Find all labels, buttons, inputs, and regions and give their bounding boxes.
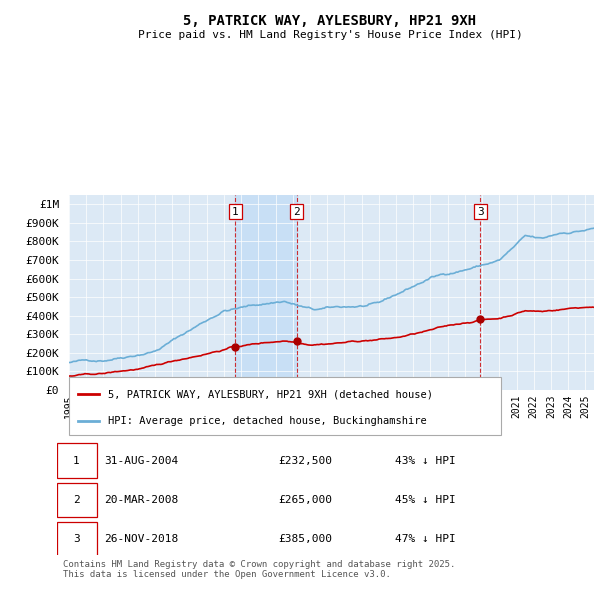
- Text: 2: 2: [293, 206, 300, 217]
- FancyBboxPatch shape: [57, 483, 97, 517]
- Text: £232,500: £232,500: [279, 455, 333, 466]
- Text: 5, PATRICK WAY, AYLESBURY, HP21 9XH: 5, PATRICK WAY, AYLESBURY, HP21 9XH: [184, 14, 476, 28]
- Text: 3: 3: [73, 534, 80, 544]
- Text: Contains HM Land Registry data © Crown copyright and database right 2025.
This d: Contains HM Land Registry data © Crown c…: [63, 560, 455, 579]
- FancyBboxPatch shape: [69, 377, 501, 435]
- Text: Price paid vs. HM Land Registry's House Price Index (HPI): Price paid vs. HM Land Registry's House …: [137, 31, 523, 40]
- FancyBboxPatch shape: [57, 522, 97, 556]
- Text: £385,000: £385,000: [279, 534, 333, 544]
- Text: £265,000: £265,000: [279, 495, 333, 505]
- Text: 43% ↓ HPI: 43% ↓ HPI: [395, 455, 455, 466]
- Text: 31-AUG-2004: 31-AUG-2004: [104, 455, 179, 466]
- Text: 45% ↓ HPI: 45% ↓ HPI: [395, 495, 455, 505]
- Bar: [235, 195, 296, 390]
- Text: 1: 1: [232, 206, 239, 217]
- Text: 20-MAR-2008: 20-MAR-2008: [104, 495, 179, 505]
- Text: 3: 3: [477, 206, 484, 217]
- Text: HPI: Average price, detached house, Buckinghamshire: HPI: Average price, detached house, Buck…: [108, 415, 427, 425]
- Text: 2: 2: [73, 495, 80, 505]
- FancyBboxPatch shape: [57, 444, 97, 478]
- Text: 1: 1: [73, 455, 80, 466]
- Text: 5, PATRICK WAY, AYLESBURY, HP21 9XH (detached house): 5, PATRICK WAY, AYLESBURY, HP21 9XH (det…: [108, 389, 433, 399]
- Text: 26-NOV-2018: 26-NOV-2018: [104, 534, 179, 544]
- Text: 47% ↓ HPI: 47% ↓ HPI: [395, 534, 455, 544]
